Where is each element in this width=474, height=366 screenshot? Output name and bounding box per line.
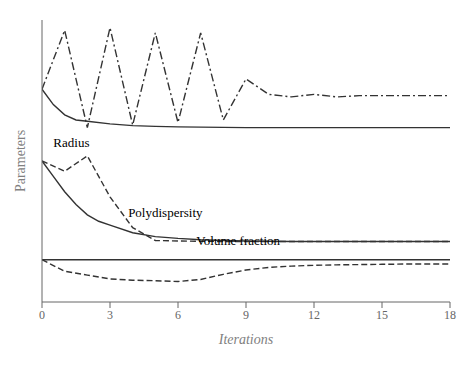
- svg-text:12: 12: [308, 308, 320, 322]
- svg-text:18: 18: [444, 308, 456, 322]
- svg-text:9: 9: [243, 308, 249, 322]
- svg-text:6: 6: [175, 308, 181, 322]
- svg-text:Radius: Radius: [53, 135, 89, 150]
- svg-text:15: 15: [376, 308, 388, 322]
- svg-text:0: 0: [39, 308, 45, 322]
- svg-text:Parameters: Parameters: [13, 130, 28, 192]
- svg-text:Volume fraction: Volume fraction: [196, 233, 280, 248]
- svg-text:Polydispersity: Polydispersity: [128, 205, 203, 220]
- svg-text:3: 3: [107, 308, 113, 322]
- svg-text:Iterations: Iterations: [218, 332, 274, 347]
